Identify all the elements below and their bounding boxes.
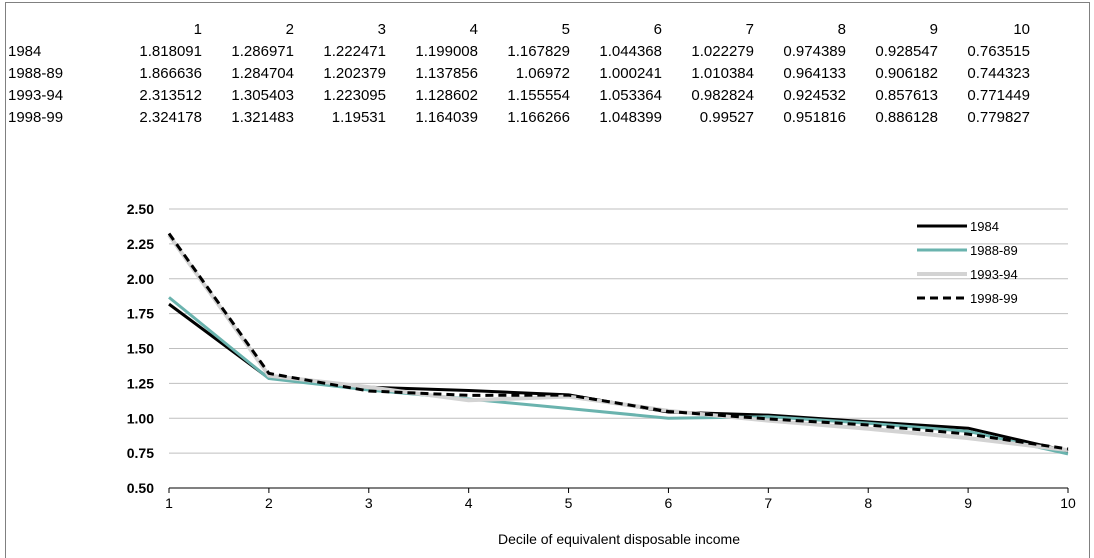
table-cell: 0.857613: [875, 86, 938, 104]
table-cell: 1.284704: [231, 64, 294, 82]
table-header-cell: 2: [285, 20, 294, 38]
table-header-cell: 8: [837, 20, 846, 38]
table-cell: 1.286971: [231, 42, 294, 60]
y-tick-label: 2.50: [127, 201, 154, 217]
table-cell: 0.982824: [691, 86, 754, 104]
table-cell: 1.022279: [691, 42, 754, 60]
x-tick-label: 4: [465, 495, 473, 511]
y-tick-label: 0.50: [127, 480, 154, 496]
table-header-row: 1 2 3 4 5 6 7 8 9 10: [8, 18, 1030, 40]
series-lines: [167, 232, 1069, 456]
table-cell: 0.974389: [783, 42, 846, 60]
table-row: 1988-89 1.866636 1.284704 1.202379 1.137…: [8, 62, 1030, 84]
table-header-cell: 6: [653, 20, 662, 38]
table-cell: 1.866636: [139, 64, 202, 82]
table-header-cell: 3: [377, 20, 386, 38]
legend: 1984 1988-89 1993-94 1998-99: [917, 219, 1018, 306]
table-cell: 1.202379: [323, 64, 386, 82]
table-cell: 0.928547: [875, 42, 938, 60]
table-header-cell: 9: [929, 20, 938, 38]
table-cell: 1.000241: [599, 64, 662, 82]
y-tick-label: 1.50: [127, 341, 154, 357]
table-cell: 1.818091: [139, 42, 202, 60]
y-tick-label: 0.75: [127, 445, 154, 461]
table-cell: 0.99527: [699, 108, 754, 126]
table-header-cell: 5: [561, 20, 570, 38]
table-cell: 1.155554: [507, 86, 570, 104]
table-cell: 0.886128: [875, 108, 938, 126]
gridlines: [169, 208, 1068, 454]
table-cell: 1.305403: [231, 86, 294, 104]
table-cell: 0.924532: [783, 86, 846, 104]
table-header-cell: 10: [1013, 20, 1030, 38]
table-row-label: 1998-99: [8, 108, 64, 126]
y-tick-label: 2.00: [127, 271, 154, 287]
table-row: 1993-94 2.313512 1.305403 1.223095 1.128…: [8, 84, 1030, 106]
table-cell: 0.964133: [783, 64, 846, 82]
table-row: 1998-99 2.324178 1.321483 1.19531 1.1640…: [8, 106, 1030, 128]
table-header-cell: 1: [193, 20, 202, 38]
y-tick-label: 2.25: [127, 236, 154, 252]
table-cell: 1.053364: [599, 86, 662, 104]
table-cell: 2.313512: [139, 86, 202, 104]
table-row-label: 1988-89: [8, 64, 64, 82]
table-header-cell: 4: [469, 20, 478, 38]
x-tick-label: 10: [1060, 495, 1076, 511]
x-tick-label: 9: [964, 495, 972, 511]
table-cell: 0.951816: [783, 108, 846, 126]
table-cell: 1.19531: [331, 108, 386, 126]
table-cell: 1.010384: [691, 64, 754, 82]
table-cell: 1.164039: [415, 108, 478, 126]
legend-label: 1984: [970, 219, 999, 234]
table-cell: 2.324178: [139, 108, 202, 126]
table-cell: 0.906182: [875, 64, 938, 82]
legend-label: 1988-89: [970, 243, 1018, 258]
legend-label: 1993-94: [970, 267, 1018, 282]
y-tick-label: 1.75: [127, 306, 154, 322]
x-axis-label: Decile of equivalent disposable income: [498, 531, 740, 547]
x-tick-label: 7: [764, 495, 772, 511]
table-row-label: 1984: [8, 42, 42, 60]
y-tick-label: 1.00: [127, 410, 154, 426]
x-tick-label: 8: [864, 495, 872, 511]
series-line-1998-99: [167, 232, 1069, 451]
table-cell: 1.223095: [323, 86, 386, 104]
table-row: 1984 1.818091 1.286971 1.222471 1.199008…: [8, 40, 1030, 62]
table-cell: 1.128602: [415, 86, 478, 104]
x-tick-label: 3: [365, 495, 373, 511]
series-line-1988-89: [168, 296, 1069, 456]
x-tick-label: 1: [165, 495, 173, 511]
table-cell: 1.199008: [415, 42, 478, 60]
table-row-label: 1993-94: [8, 86, 64, 104]
table-cell: 0.763515: [967, 42, 1030, 60]
legend-label: 1998-99: [970, 291, 1018, 306]
table-cell: 1.044368: [599, 42, 662, 60]
data-table: 1 2 3 4 5 6 7 8 9 10 1984 1.818091 1.286…: [8, 18, 1030, 128]
table-cell: 0.744323: [967, 64, 1030, 82]
x-tick-label: 5: [565, 495, 573, 511]
y-tick-label: 1.25: [127, 375, 154, 391]
table-cell: 1.222471: [323, 42, 386, 60]
axes: 0.50 0.75 1.00 1.25 1.50 1.75 2.00 2.25 2.50 1 2 3 4…: [127, 201, 1076, 511]
table-cell: 0.779827: [967, 108, 1030, 126]
x-tick-label: 2: [265, 495, 273, 511]
table-header-cell: 7: [745, 20, 754, 38]
table-cell: 1.048399: [599, 108, 662, 126]
table-cell: 1.321483: [231, 108, 294, 126]
table-cell: 1.06972: [515, 64, 570, 82]
table-cell: 0.771449: [967, 86, 1030, 104]
table-cell: 1.137856: [415, 64, 478, 82]
x-tick-label: 6: [665, 495, 673, 511]
table-cell: 1.167829: [507, 42, 570, 60]
table-cell: 1.166266: [507, 108, 570, 126]
figure-frame: [5, 2, 1090, 558]
